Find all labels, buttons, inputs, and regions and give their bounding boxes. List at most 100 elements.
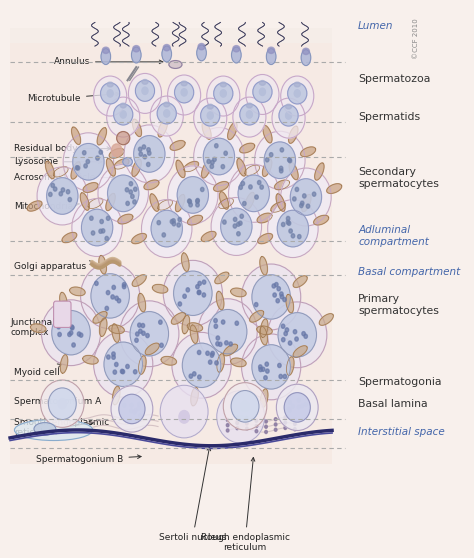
Ellipse shape bbox=[94, 76, 127, 116]
Circle shape bbox=[221, 320, 225, 324]
Polygon shape bbox=[217, 354, 225, 372]
Ellipse shape bbox=[252, 345, 291, 389]
Text: Microtubule: Microtubule bbox=[27, 92, 119, 103]
Ellipse shape bbox=[223, 383, 267, 430]
Circle shape bbox=[107, 90, 113, 97]
Circle shape bbox=[68, 198, 72, 201]
Circle shape bbox=[123, 403, 126, 407]
Ellipse shape bbox=[276, 384, 318, 431]
Circle shape bbox=[294, 90, 301, 97]
Circle shape bbox=[301, 201, 304, 205]
Polygon shape bbox=[93, 311, 107, 323]
Circle shape bbox=[246, 111, 253, 118]
Ellipse shape bbox=[264, 142, 295, 179]
Circle shape bbox=[77, 332, 81, 336]
Polygon shape bbox=[263, 159, 272, 176]
Circle shape bbox=[288, 158, 292, 163]
Circle shape bbox=[179, 411, 189, 423]
Ellipse shape bbox=[160, 385, 208, 438]
Polygon shape bbox=[71, 162, 81, 179]
Circle shape bbox=[100, 219, 103, 224]
Circle shape bbox=[79, 333, 83, 337]
Ellipse shape bbox=[302, 48, 310, 55]
Ellipse shape bbox=[201, 105, 220, 126]
Ellipse shape bbox=[120, 301, 179, 367]
Circle shape bbox=[288, 341, 292, 345]
Polygon shape bbox=[72, 127, 81, 145]
Circle shape bbox=[105, 306, 109, 310]
Circle shape bbox=[297, 398, 301, 402]
Text: Annulus: Annulus bbox=[54, 57, 163, 66]
Circle shape bbox=[298, 234, 301, 239]
Polygon shape bbox=[190, 325, 198, 343]
Polygon shape bbox=[301, 147, 316, 157]
Polygon shape bbox=[99, 256, 107, 274]
Polygon shape bbox=[182, 253, 189, 271]
Circle shape bbox=[288, 400, 292, 405]
Ellipse shape bbox=[232, 47, 241, 63]
Circle shape bbox=[285, 112, 292, 119]
Polygon shape bbox=[293, 346, 307, 357]
Polygon shape bbox=[170, 141, 185, 150]
Circle shape bbox=[215, 143, 218, 148]
Circle shape bbox=[216, 336, 219, 340]
Ellipse shape bbox=[246, 103, 253, 108]
Ellipse shape bbox=[136, 80, 155, 102]
Ellipse shape bbox=[281, 76, 314, 116]
Circle shape bbox=[70, 325, 73, 329]
Circle shape bbox=[202, 280, 206, 284]
Circle shape bbox=[201, 187, 204, 191]
Circle shape bbox=[126, 364, 129, 369]
Circle shape bbox=[68, 333, 71, 336]
Circle shape bbox=[159, 320, 162, 324]
Circle shape bbox=[215, 361, 218, 365]
Circle shape bbox=[260, 185, 264, 189]
Text: Myoid cell: Myoid cell bbox=[14, 364, 61, 377]
Ellipse shape bbox=[102, 47, 109, 54]
Polygon shape bbox=[187, 215, 202, 225]
Circle shape bbox=[139, 152, 143, 156]
Polygon shape bbox=[158, 200, 173, 210]
Circle shape bbox=[237, 232, 240, 236]
Polygon shape bbox=[274, 180, 290, 190]
Polygon shape bbox=[250, 310, 264, 322]
Circle shape bbox=[147, 151, 151, 155]
Circle shape bbox=[284, 421, 287, 424]
Circle shape bbox=[49, 193, 52, 196]
Circle shape bbox=[134, 370, 137, 374]
Polygon shape bbox=[132, 275, 146, 286]
Circle shape bbox=[196, 285, 199, 289]
Ellipse shape bbox=[228, 165, 279, 222]
Polygon shape bbox=[80, 193, 89, 210]
Circle shape bbox=[257, 180, 261, 185]
Circle shape bbox=[130, 403, 133, 407]
Circle shape bbox=[277, 287, 281, 291]
Circle shape bbox=[126, 201, 129, 205]
Polygon shape bbox=[215, 272, 229, 284]
Circle shape bbox=[122, 285, 126, 288]
Ellipse shape bbox=[255, 131, 305, 189]
Polygon shape bbox=[260, 326, 267, 345]
Text: Spermatogonium A: Spermatogonium A bbox=[14, 397, 102, 406]
Circle shape bbox=[91, 231, 95, 235]
Circle shape bbox=[226, 418, 229, 421]
Polygon shape bbox=[263, 126, 272, 143]
Ellipse shape bbox=[52, 311, 90, 355]
Circle shape bbox=[285, 328, 289, 332]
Circle shape bbox=[265, 420, 267, 423]
Text: Sertoli nucleus: Sertoli nucleus bbox=[159, 447, 227, 542]
Circle shape bbox=[264, 376, 267, 380]
Ellipse shape bbox=[63, 133, 114, 191]
Text: Basal lamina: Basal lamina bbox=[358, 400, 428, 410]
Polygon shape bbox=[191, 387, 198, 406]
Ellipse shape bbox=[217, 391, 264, 443]
Polygon shape bbox=[109, 325, 124, 334]
Ellipse shape bbox=[124, 125, 174, 183]
Circle shape bbox=[207, 112, 213, 119]
Polygon shape bbox=[144, 180, 159, 190]
Circle shape bbox=[189, 374, 192, 378]
Circle shape bbox=[181, 89, 187, 96]
Circle shape bbox=[255, 302, 258, 307]
Polygon shape bbox=[30, 324, 46, 333]
Circle shape bbox=[274, 282, 278, 287]
